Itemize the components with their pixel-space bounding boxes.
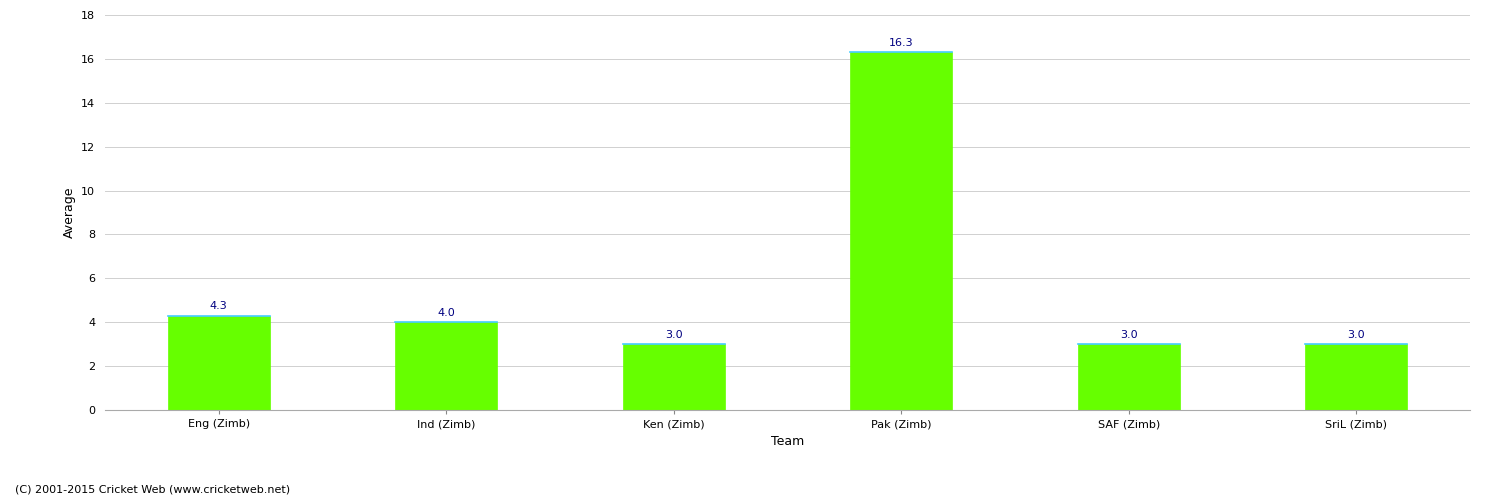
Y-axis label: Average: Average	[63, 186, 75, 238]
X-axis label: Team: Team	[771, 434, 804, 448]
Text: 4.3: 4.3	[210, 301, 228, 311]
Text: 3.0: 3.0	[1347, 330, 1365, 340]
Bar	[850, 52, 952, 410]
Bar	[1305, 344, 1407, 410]
Bar	[394, 322, 498, 410]
Bar	[168, 316, 270, 410]
Bar	[622, 344, 724, 410]
Text: 16.3: 16.3	[890, 38, 914, 48]
Bar	[1077, 344, 1180, 410]
Text: 3.0: 3.0	[1120, 330, 1137, 340]
Text: (C) 2001-2015 Cricket Web (www.cricketweb.net): (C) 2001-2015 Cricket Web (www.cricketwe…	[15, 485, 290, 495]
Text: 3.0: 3.0	[664, 330, 682, 340]
Text: 4.0: 4.0	[438, 308, 454, 318]
